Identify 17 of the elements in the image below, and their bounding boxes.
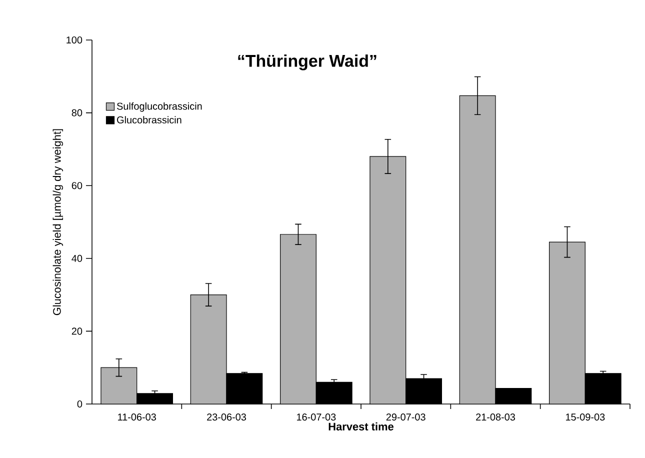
legend-label: Glucobrassicin: [117, 116, 182, 124]
y-tick-label: 80: [72, 109, 82, 116]
legend-label: Sulfoglucobrassicin: [116, 102, 202, 112]
x-axis-title: Harvest time: [328, 422, 394, 430]
x-tick-label: 11-06-03: [118, 414, 156, 421]
y-tick-label: 100: [66, 36, 82, 44]
y-tick-label: 60: [72, 182, 82, 190]
x-tick-label: 29-07-03: [386, 414, 426, 421]
x-tick-label: 23-06-03: [207, 414, 246, 421]
x-tick-label: 21-08-03: [476, 414, 516, 421]
y-tick-label: 20: [72, 328, 82, 335]
x-tick-label: 15-09-03: [566, 414, 605, 421]
y-axis-title: Glucosinolate yield [µmol/g dry weight]: [52, 129, 64, 316]
text: “Thüringer Waid”: [238, 54, 376, 70]
x-tick-label: 16-07-03: [296, 414, 336, 421]
y-tick-label: 0: [77, 400, 82, 408]
y-tick-label: 40: [72, 254, 82, 262]
